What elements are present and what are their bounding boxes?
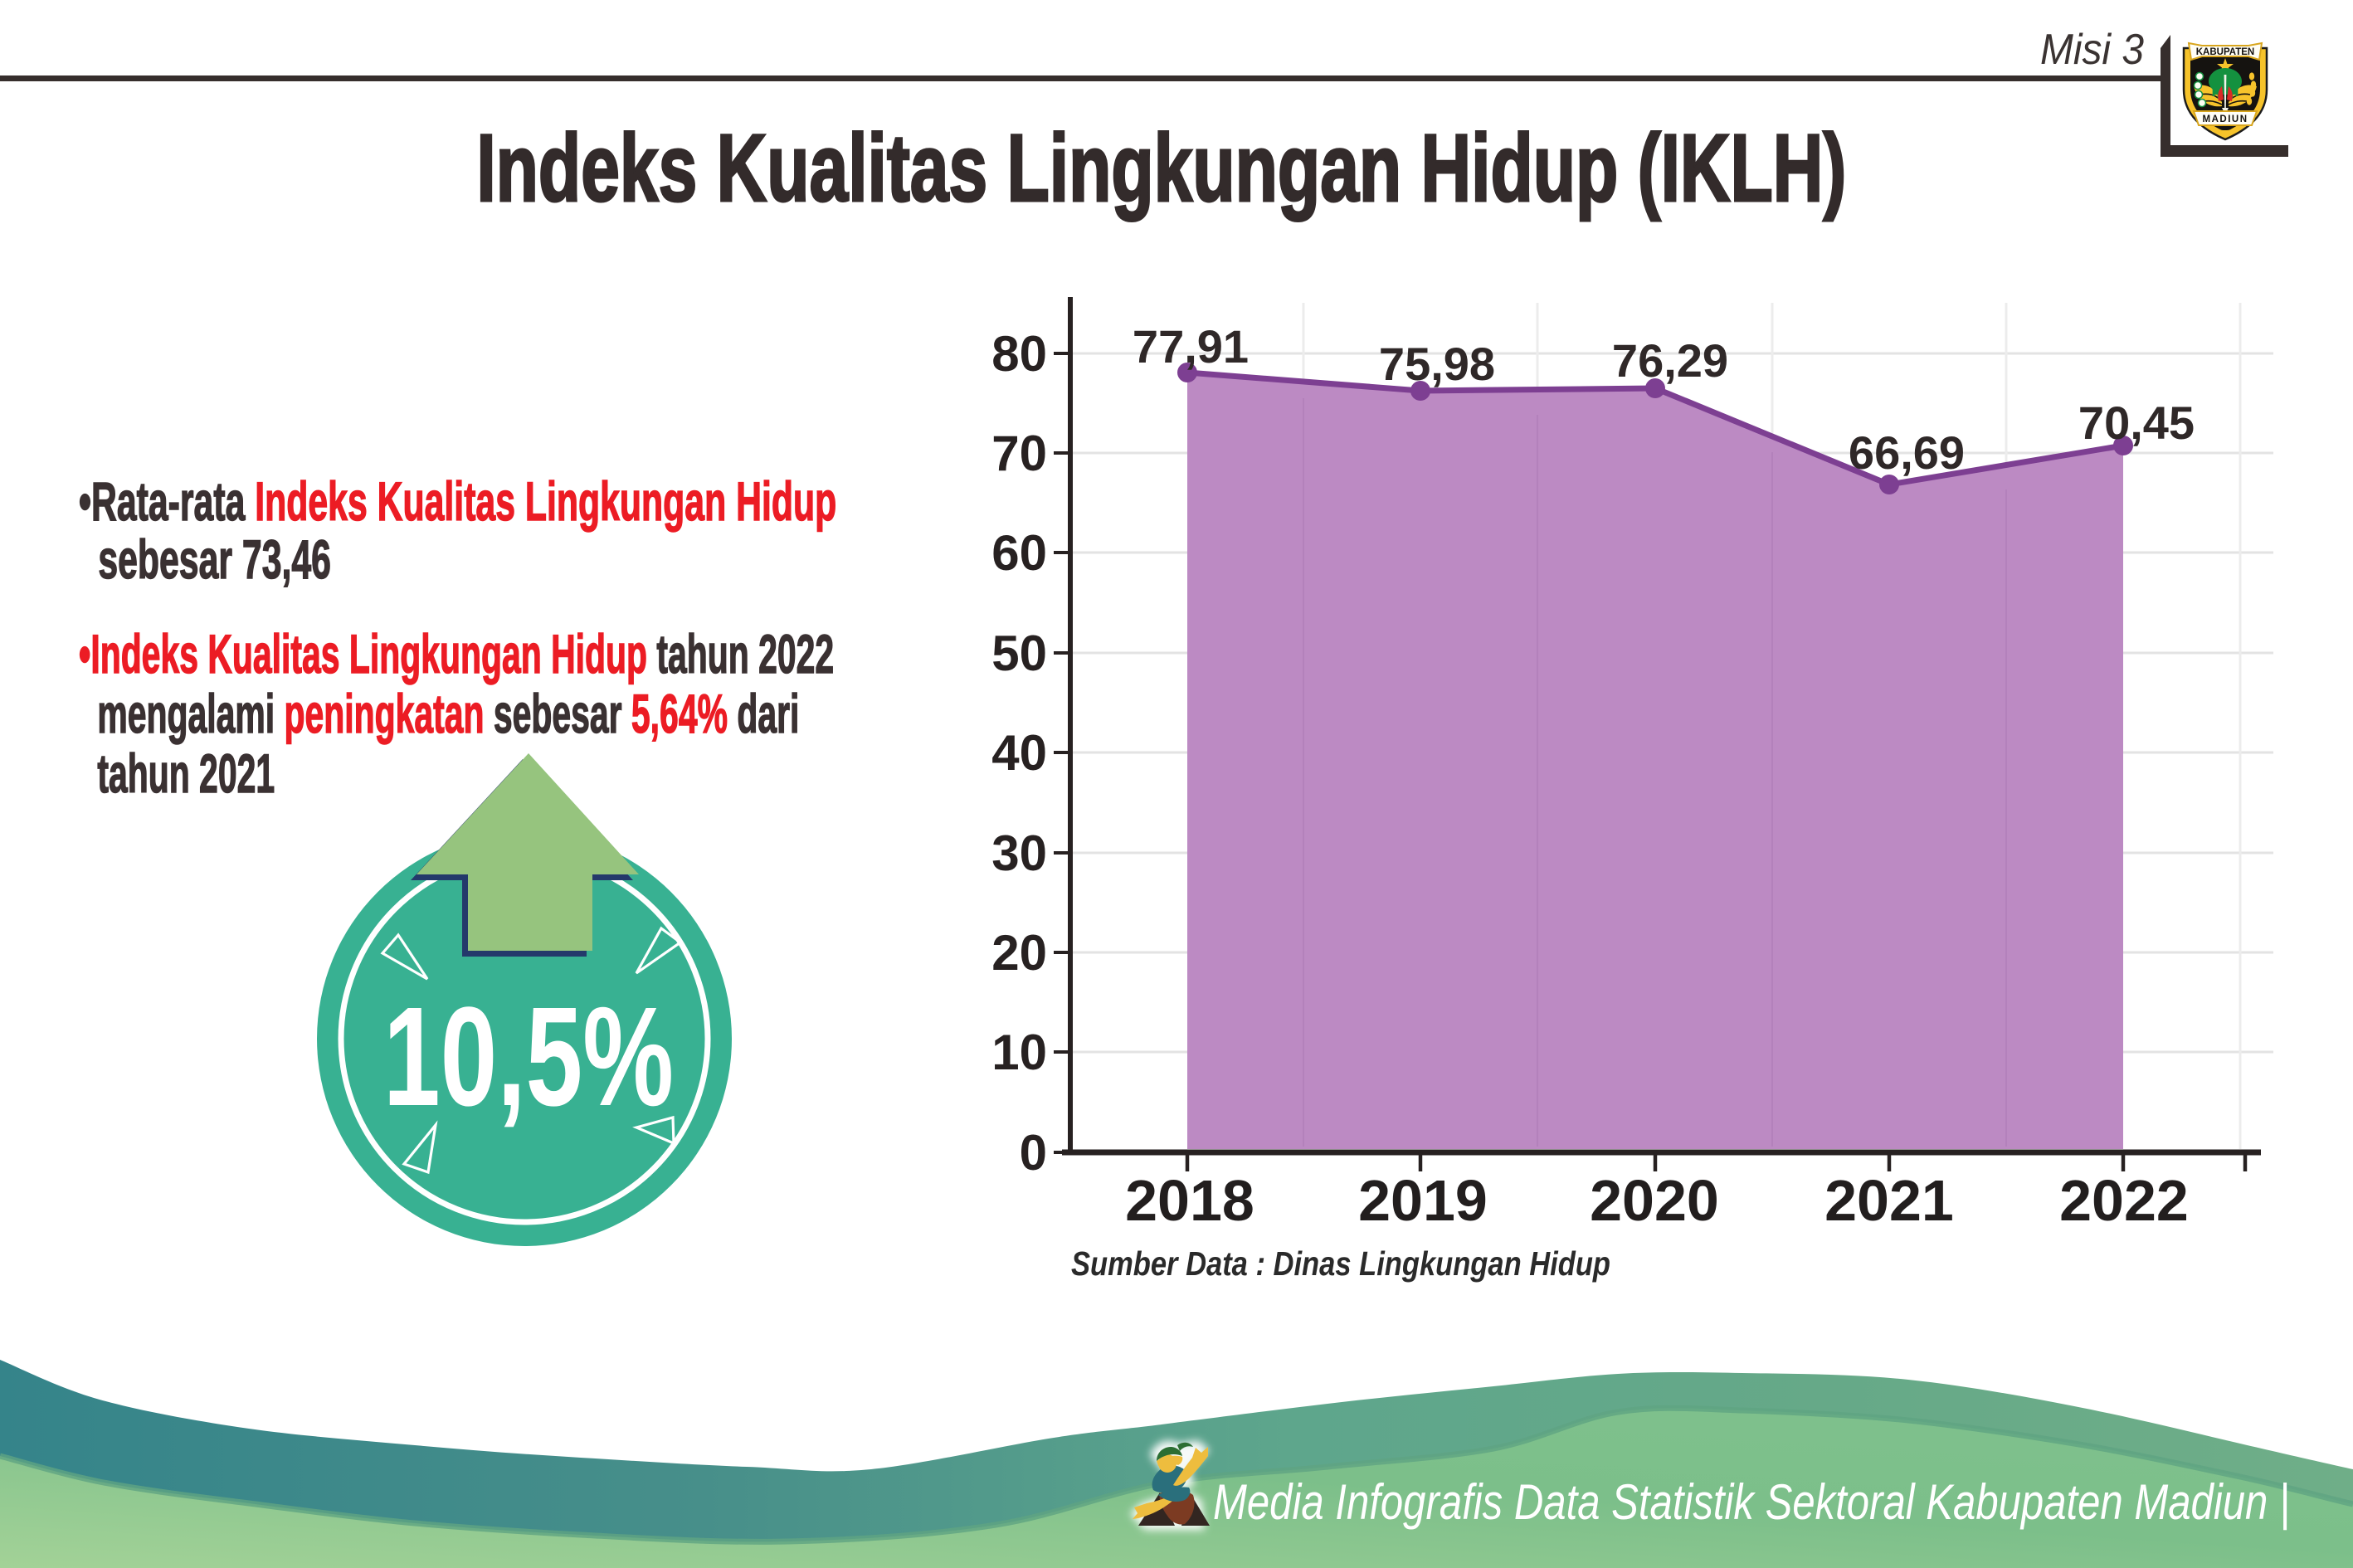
svg-text:76,29: 76,29: [1612, 334, 1728, 387]
svg-text:20: 20: [991, 925, 1047, 981]
svg-text:50: 50: [991, 626, 1047, 681]
svg-text:75,98: 75,98: [1379, 338, 1495, 390]
svg-text:2019: 2019: [1358, 1168, 1488, 1233]
svg-text:30: 30: [991, 825, 1047, 881]
svg-text:70,45: 70,45: [2078, 397, 2195, 449]
svg-text:60: 60: [991, 525, 1047, 581]
svg-text:70: 70: [991, 426, 1047, 481]
svg-text:10: 10: [991, 1025, 1047, 1080]
svg-text:10,5%: 10,5%: [383, 978, 674, 1136]
svg-text:Sumber Data : Dinas Lingkungan: Sumber Data : Dinas Lingkungan Hidup: [1071, 1244, 1610, 1283]
svg-text:0: 0: [1020, 1125, 1047, 1181]
svg-text:80: 80: [991, 326, 1047, 382]
svg-text:40: 40: [991, 725, 1047, 781]
svg-text:KABUPATEN: KABUPATEN: [2196, 47, 2255, 57]
svg-text:2018: 2018: [1125, 1168, 1254, 1233]
svg-text:MADIUN: MADIUN: [2203, 114, 2248, 124]
svg-text:66,69: 66,69: [1849, 426, 1965, 479]
svg-text:77,91: 77,91: [1133, 320, 1249, 373]
svg-text:2022: 2022: [2059, 1168, 2189, 1233]
svg-text:2020: 2020: [1590, 1168, 1719, 1233]
svg-text:2021: 2021: [1824, 1168, 1954, 1233]
